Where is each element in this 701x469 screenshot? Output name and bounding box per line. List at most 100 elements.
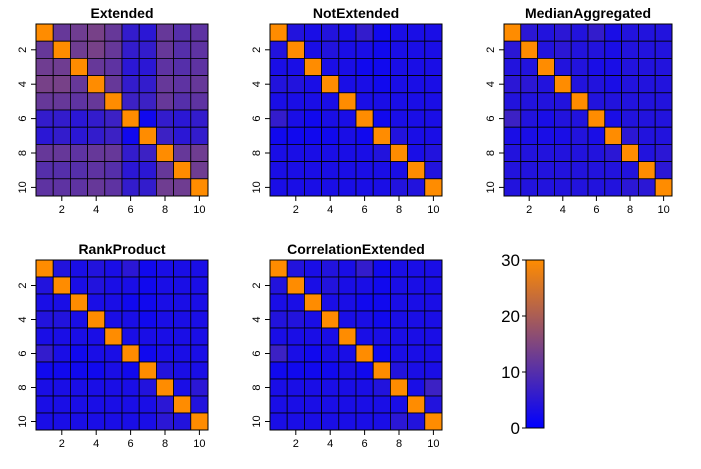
heatmap-cell xyxy=(355,109,374,128)
heatmap-cell xyxy=(52,344,71,363)
heatmap-cell xyxy=(587,178,606,197)
heatmap-cell xyxy=(389,23,408,42)
heatmap-cell xyxy=(87,92,106,111)
heatmap-cell xyxy=(138,276,157,295)
heatmap-cell xyxy=(286,92,305,111)
x-tick-label: 6 xyxy=(128,204,134,216)
heatmap-cell xyxy=(338,276,357,295)
heatmap-cell xyxy=(372,126,391,145)
heatmap-cell xyxy=(424,161,443,180)
y-tick-label: 8 xyxy=(251,150,263,156)
heatmap-cell xyxy=(321,178,340,197)
heatmap-cell xyxy=(35,259,54,278)
heatmap-cell xyxy=(70,40,89,59)
heatmap-cell xyxy=(604,161,622,180)
heatmap-cell xyxy=(407,143,426,162)
heatmap-cell xyxy=(138,310,157,329)
heatmap-cell xyxy=(303,293,322,312)
heatmap-cell xyxy=(621,143,639,162)
heatmap-cell xyxy=(520,178,538,197)
heatmap-cell xyxy=(138,58,157,77)
heatmap-cell xyxy=(503,75,522,94)
heatmap-cell xyxy=(520,143,538,162)
heatmap-cell xyxy=(269,58,288,77)
heatmap-cell xyxy=(654,143,673,162)
y-tick-label: 2 xyxy=(251,282,263,288)
heatmap-cell xyxy=(190,395,209,414)
heatmap-cell xyxy=(269,344,288,363)
heatmap-cell xyxy=(355,40,374,59)
heatmap-cell xyxy=(35,23,54,42)
heatmap-cell xyxy=(269,259,288,278)
heatmap-cell xyxy=(424,40,443,59)
heatmap-cell xyxy=(155,40,174,59)
heatmap-cell xyxy=(190,58,209,77)
heatmap-cell xyxy=(424,412,443,431)
heatmap-cell xyxy=(554,178,572,197)
heatmap-cell xyxy=(70,344,89,363)
heatmap-cell xyxy=(190,361,209,380)
heatmap-cell xyxy=(424,126,443,145)
heatmap-cell xyxy=(407,276,426,295)
heatmap-cell xyxy=(155,161,174,180)
heatmap-cell xyxy=(355,58,374,77)
heatmap-cell xyxy=(424,259,443,278)
heatmap-cell xyxy=(121,92,140,111)
heatmap-cell xyxy=(269,161,288,180)
heatmap-cell xyxy=(173,161,192,180)
heatmap-cell xyxy=(269,109,288,128)
heatmap-cell xyxy=(155,378,174,397)
heatmap-cell xyxy=(70,178,89,197)
heatmap-cell xyxy=(286,327,305,346)
heatmap-cell xyxy=(321,58,340,77)
heatmap-cell xyxy=(537,109,555,128)
heatmap-cell xyxy=(355,92,374,111)
heatmap-cell xyxy=(303,92,322,111)
heatmap-cell xyxy=(604,126,622,145)
heatmap-cell xyxy=(138,293,157,312)
heatmap-cell xyxy=(303,344,322,363)
heatmap-cell xyxy=(537,40,555,59)
x-tick-label: 4 xyxy=(560,204,566,216)
heatmap-cell xyxy=(338,310,357,329)
heatmap-cell xyxy=(389,143,408,162)
heatmap-cell xyxy=(338,412,357,431)
heatmap-cell xyxy=(190,109,209,128)
heatmap-cell xyxy=(70,310,89,329)
heatmap-cell xyxy=(604,58,622,77)
heatmap-cell xyxy=(621,23,639,42)
heatmap-cell xyxy=(190,161,209,180)
heatmap-cell xyxy=(104,259,123,278)
y-tick-label: 2 xyxy=(485,47,497,53)
heatmap-cell xyxy=(537,178,555,197)
heatmap-cell xyxy=(286,143,305,162)
heatmap-cell xyxy=(121,378,140,397)
heatmap-cell xyxy=(121,178,140,197)
heatmap-cell xyxy=(554,58,572,77)
heatmap-cell xyxy=(424,344,443,363)
heatmap-cell xyxy=(587,92,606,111)
heatmap-cell xyxy=(155,23,174,42)
heatmap-cell xyxy=(155,92,174,111)
heatmap-cell xyxy=(355,276,374,295)
heatmap-cell xyxy=(654,75,673,94)
heatmap-cell xyxy=(35,327,54,346)
heatmap-cell xyxy=(87,327,106,346)
y-tick-label: 6 xyxy=(251,350,263,356)
heatmap-cell xyxy=(70,395,89,414)
heatmap-cell xyxy=(520,109,538,128)
heatmap-cell xyxy=(621,161,639,180)
heatmap-cell xyxy=(286,395,305,414)
heatmap-cell xyxy=(407,161,426,180)
heatmap-cell xyxy=(338,126,357,145)
heatmap-cell xyxy=(87,276,106,295)
heatmap-cell xyxy=(104,143,123,162)
heatmap-cell xyxy=(389,293,408,312)
heatmap-cell xyxy=(503,58,522,77)
heatmap-cell xyxy=(303,310,322,329)
x-tick-label: 2 xyxy=(59,204,65,216)
y-tick-label: 6 xyxy=(485,116,497,122)
heatmap-cell xyxy=(173,344,192,363)
y-tick-label: 2 xyxy=(17,47,29,53)
panel-frame xyxy=(35,23,209,197)
